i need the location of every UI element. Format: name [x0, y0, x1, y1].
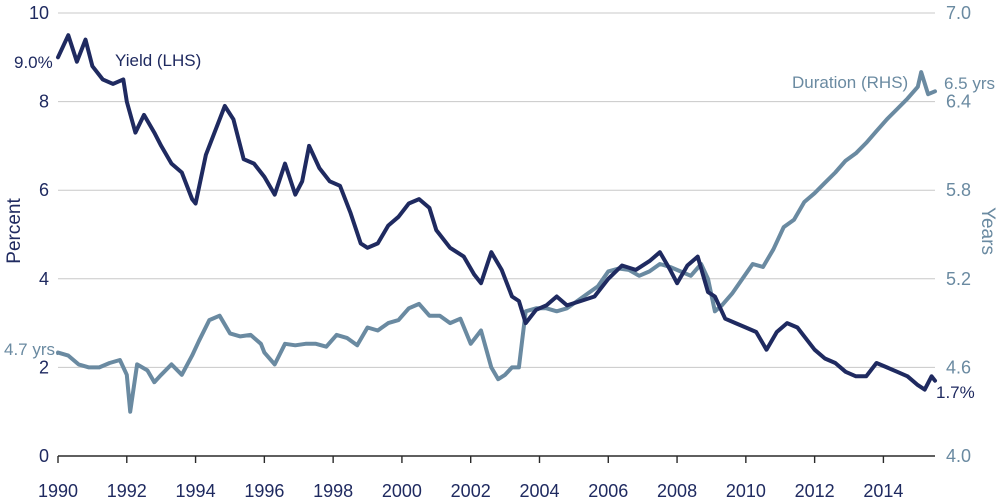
y-axis-left-title: Percent: [4, 198, 25, 264]
y-right-tick-label: 7.0: [946, 3, 971, 23]
x-tick-label: 1996: [244, 481, 284, 501]
y-left-tick-label: 4: [39, 269, 49, 289]
series-lines: [56, 33, 937, 414]
yield-series-line: [56, 33, 937, 392]
y-left-tick-label: 8: [39, 92, 49, 112]
x-tick-label: 2006: [588, 481, 628, 501]
annotation-start-yield: 9.0%: [14, 53, 53, 72]
x-tick-label: 2014: [863, 481, 903, 501]
x-tick-label: 2008: [657, 481, 697, 501]
y-right-tick-label: 4.6: [946, 357, 971, 377]
y-right-tick-label: 6.4: [946, 92, 971, 112]
annotation-end-duration: 6.5 yrs: [944, 74, 995, 93]
y-left-tick-label: 10: [29, 3, 49, 23]
x-tick-label: 2012: [795, 481, 835, 501]
x-tick-label: 1998: [313, 481, 353, 501]
y-axis-right-title: Years: [977, 207, 998, 255]
annotation-start-duration: 4.7 yrs.: [4, 340, 60, 359]
x-tick-label: 2010: [726, 481, 766, 501]
y-left-tick-label: 2: [39, 357, 49, 377]
x-tick-label: 2002: [451, 481, 491, 501]
x-tick-label: 2000: [382, 481, 422, 501]
annotation-duration-series: Duration (RHS): [792, 73, 908, 92]
y-left-tick-label: 0: [39, 446, 49, 466]
duration-series-line: [56, 70, 937, 414]
y-right-tick-label: 5.8: [946, 180, 971, 200]
annotation-yield-series: Yield (LHS): [115, 51, 201, 70]
y-right-tick-label: 5.2: [946, 269, 971, 289]
x-tick-label: 1994: [176, 481, 216, 501]
annotation-end-yield: 1.7%: [936, 383, 975, 402]
axes: 1990 1992 1994 1996 1998 2000 2002 2004 2006 2008…: [29, 3, 971, 501]
x-tick-label: 1990: [38, 481, 78, 501]
x-tick-label: 2004: [519, 481, 559, 501]
gridlines: [58, 12, 935, 368]
y-right-tick-label: 4.0: [946, 446, 971, 466]
y-left-tick-label: 6: [39, 180, 49, 200]
x-tick-label: 1992: [107, 481, 147, 501]
